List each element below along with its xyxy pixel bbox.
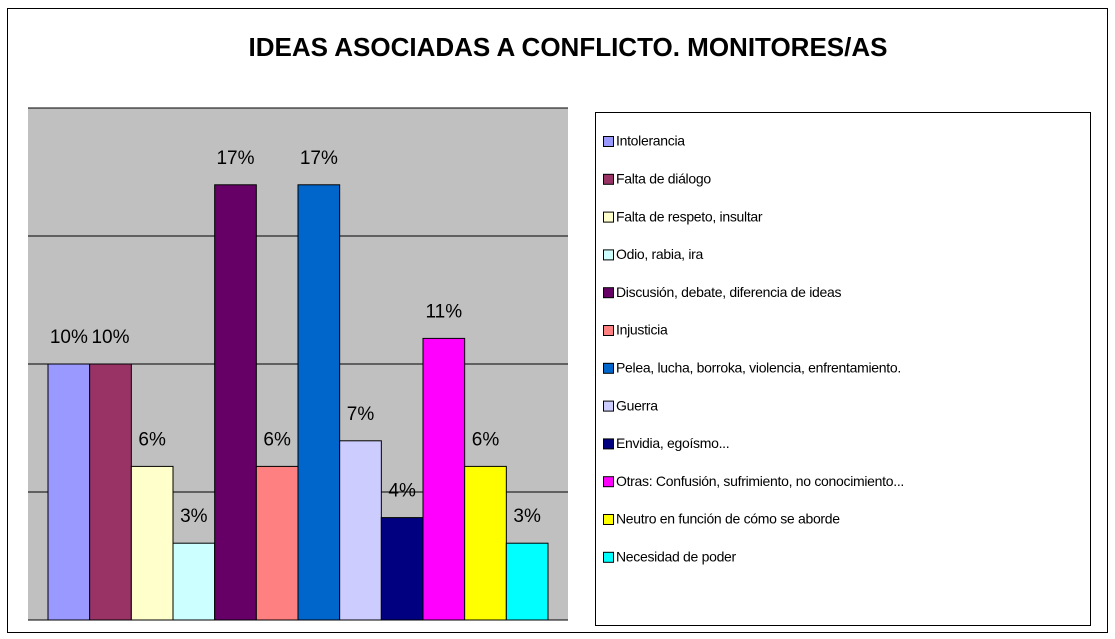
legend-label: Neutro en función de cómo se aborde — [616, 511, 840, 527]
legend-label: Otras: Confusión, sufrimiento, no conoci… — [616, 473, 904, 489]
chart-title: IDEAS ASOCIADAS A CONFLICTO. MONITORES/A… — [249, 32, 888, 62]
legend-swatch — [603, 173, 614, 185]
legend-swatch — [603, 249, 614, 261]
value-label: 3% — [513, 506, 541, 527]
legend-swatch — [603, 362, 614, 374]
legend-swatch — [603, 476, 614, 488]
bar — [89, 363, 132, 621]
legend-label: Injusticia — [616, 322, 668, 338]
bar — [172, 542, 216, 621]
value-label: 4% — [388, 481, 416, 502]
legend-label: Necesidad de poder — [616, 549, 737, 565]
legend-label: Intolerancia — [616, 133, 685, 149]
legend-swatch — [603, 514, 614, 525]
value-label: 10% — [50, 327, 88, 348]
legend-swatch — [603, 211, 614, 223]
bar — [464, 465, 507, 621]
legend-swatch — [603, 400, 614, 412]
legend-swatch — [603, 136, 614, 147]
value-label: 7% — [347, 404, 375, 425]
legend-label: Guerra — [616, 397, 658, 413]
bar — [214, 184, 257, 621]
legend-swatch — [603, 438, 614, 450]
bar — [422, 337, 466, 621]
value-label: 11% — [426, 301, 463, 322]
value-label: 17% — [216, 148, 254, 169]
value-label: 6% — [263, 429, 291, 450]
legend-swatch — [603, 287, 614, 299]
bar — [339, 440, 382, 621]
legend-label: Pelea, lucha, borroka, violencia, enfren… — [616, 360, 901, 376]
bar — [380, 517, 424, 621]
value-label: 6% — [138, 429, 166, 450]
legend-swatch — [603, 551, 614, 563]
bar — [130, 465, 174, 621]
bar — [255, 465, 299, 621]
legend-swatch — [603, 325, 614, 336]
legend-label: Discusión, debate, diferencia de ideas — [616, 284, 841, 300]
value-label: 6% — [472, 429, 500, 450]
legend-label: Odio, rabia, ira — [616, 246, 704, 262]
value-label: 10% — [91, 327, 129, 348]
legend-label: Falta de diálogo — [616, 171, 711, 187]
bar — [47, 363, 91, 621]
bar — [297, 184, 341, 621]
value-label: 17% — [300, 148, 338, 169]
legend-label: Falta de respeto, insultar — [616, 208, 763, 224]
legend-label: Envidia, egoísmo... — [616, 435, 729, 451]
value-label: 3% — [180, 506, 208, 527]
legend — [595, 112, 1091, 626]
bar — [505, 542, 549, 621]
